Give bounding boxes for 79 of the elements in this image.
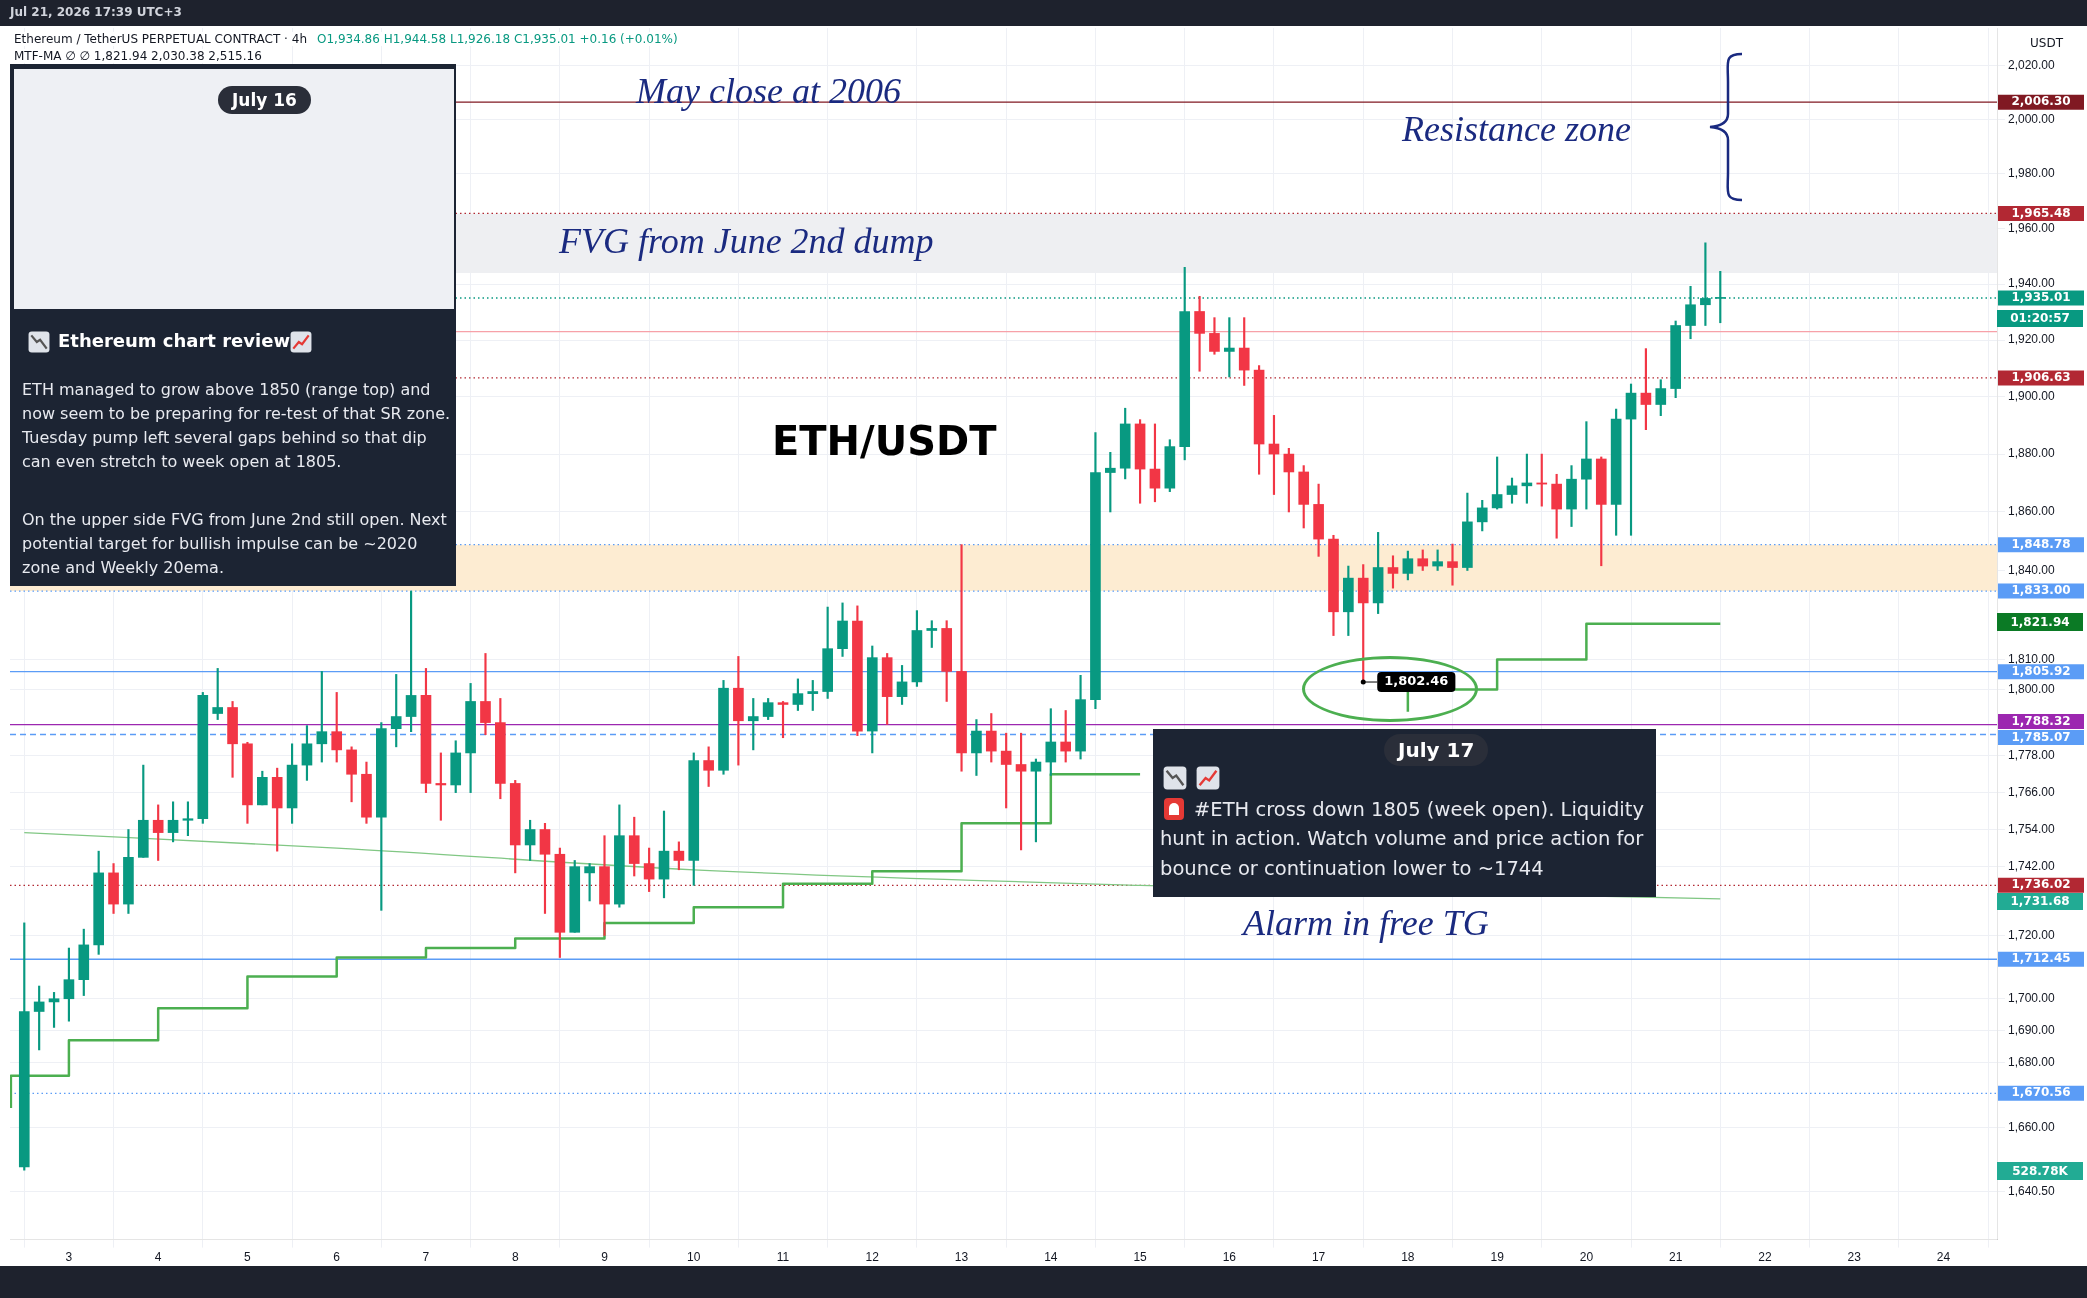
x-tick-label: 19	[1490, 1250, 1505, 1265]
y-tick-label: 1,900.00	[2008, 389, 2056, 404]
chart-title: Ethereum / TetherUS PERPETUAL CONTRACT · 4h	[14, 32, 307, 46]
band-label: FVG from June 2nd dump	[558, 220, 934, 261]
annotation: May close at 2006	[636, 70, 901, 112]
y-tick-label: 2,000.00	[2008, 111, 2056, 126]
y-tick-label: 1,920.00	[2008, 332, 2056, 347]
y-tick-label: 1,960.00	[2008, 220, 2056, 235]
ref-line-label: 1,670.56	[2011, 1085, 2071, 1100]
ref-line-label: 1,788.32	[2011, 713, 2071, 728]
ref-line-label: 1,833.00	[2011, 583, 2071, 598]
ref-line-label: 1,906.63	[2011, 370, 2071, 385]
y-tick-label: 1,980.00	[2008, 165, 2056, 180]
annotation: ETH managed to grow above 1850 (range top) and now seem to be preparing for re-test of that SR zone. Tuesday pump left several gaps behind so that dip can even stretch to week open at 1805.	[22, 379, 452, 473]
y-tick-label: 1,810.00	[2008, 651, 2056, 666]
y-tick-label: 1,660.00	[2008, 1119, 2056, 1134]
x-tick-label: 5	[244, 1250, 252, 1265]
annotation: #ETH cross down 1805 (week open). Liquidity hunt in action. Watch volume and price action for bounce or continuation lower to ~1744	[1160, 797, 1645, 882]
ref-line-label: 1,848.78	[2011, 536, 2071, 551]
ref-line-label: 1,785.07	[2011, 729, 2071, 744]
x-tick-label: 23	[1847, 1250, 1862, 1265]
text: 1,821.94	[1997, 613, 2083, 631]
annotation: MTF-MA ∅ ∅ 1,821.94 2,030.38 2,515.16	[14, 49, 262, 63]
x-tick-label: 22	[1758, 1250, 1772, 1265]
x-tick-label: 24	[1936, 1250, 1951, 1265]
x-tick-label: 17	[1311, 1250, 1326, 1265]
y-tick-label: 1,860.00	[2008, 504, 2056, 519]
y-tick-label: 1,680.00	[2008, 1055, 2056, 1070]
x-tick-label: 3	[65, 1250, 73, 1265]
y-tick-label: 1,690.00	[2008, 1022, 2056, 1037]
ref-line-label: 1,965.48	[2011, 205, 2071, 220]
y-tick-label: 1,720.00	[2008, 927, 2056, 942]
text: Jul 21, 2026 17:39 UTC+3	[10, 5, 182, 19]
x-tick-label: 21	[1668, 1250, 1683, 1265]
y-tick-label: 1,840.00	[2008, 562, 2056, 577]
x-tick-label: 20	[1579, 1250, 1594, 1265]
y-tick-label: 1,940.00	[2008, 276, 2056, 291]
y-tick-label: 1,800.00	[2008, 681, 2056, 696]
annotation: July 17	[1384, 734, 1489, 766]
annotation: On the upper side FVG from June 2nd still open. Next potential target for bullish impulse can be ~2020 zone and Weekly 20ema.	[22, 509, 448, 579]
x-tick-label: 11	[776, 1250, 790, 1265]
y-tick-label: 1,640.50	[2008, 1183, 2056, 1198]
ref-line-label: 1,805.92	[2011, 663, 2071, 678]
ref-line-label: 1,935.01	[2011, 290, 2071, 305]
ref-line-label: 2,006.30	[2011, 94, 2071, 109]
annotation: O1,934.86 H1,944.58 L1,926.18 C1,935.01 +0.16 (+0.01%)	[316, 32, 678, 46]
candlestick	[480, 653, 491, 736]
annotation: July 16	[218, 86, 311, 114]
annotation: 1,802.46	[1384, 673, 1449, 689]
annotation: Ethereum chart review	[58, 330, 291, 351]
x-tick-label: 8	[511, 1250, 519, 1265]
ref-line-label: 1,736.02	[2011, 877, 2071, 892]
y-tick-label: 2,020.00	[2008, 57, 2056, 72]
y-tick-label: 1,766.00	[2008, 784, 2056, 799]
y-tick-label: 1,880.00	[2008, 446, 2056, 461]
y-tick-label: 1,742.00	[2008, 858, 2056, 873]
text: 01:20:57	[1997, 310, 2083, 327]
annotation: ETH/USDT	[772, 418, 997, 464]
x-tick-label: 7	[422, 1250, 430, 1265]
annotation: Alarm in free TG	[1243, 902, 1489, 944]
y-tick-label: 1,778.00	[2008, 748, 2056, 763]
x-tick-label: 6	[333, 1250, 341, 1265]
text: 528.78K	[1997, 1162, 2083, 1180]
candlestick	[1447, 543, 1458, 586]
x-tick-label: 14	[1044, 1250, 1058, 1265]
text: 1,731.68	[1997, 893, 2083, 910]
x-tick-label: 16	[1222, 1250, 1237, 1265]
x-tick-label: 12	[865, 1250, 880, 1265]
x-tick-label: 18	[1401, 1250, 1415, 1265]
x-tick-label: 10	[687, 1250, 701, 1265]
y-tick-label: 1,754.00	[2008, 821, 2056, 836]
x-tick-label: 9	[601, 1250, 609, 1265]
annotation: Resistance zone	[1402, 108, 1631, 150]
y-axis-title: USDT	[2030, 36, 2063, 50]
x-tick-label: 15	[1133, 1250, 1148, 1265]
x-tick-label: 13	[954, 1250, 969, 1265]
y-tick-label: 1,700.00	[2008, 991, 2056, 1006]
ref-line-label: 1,712.45	[2011, 951, 2071, 966]
x-tick-label: 4	[154, 1250, 162, 1265]
